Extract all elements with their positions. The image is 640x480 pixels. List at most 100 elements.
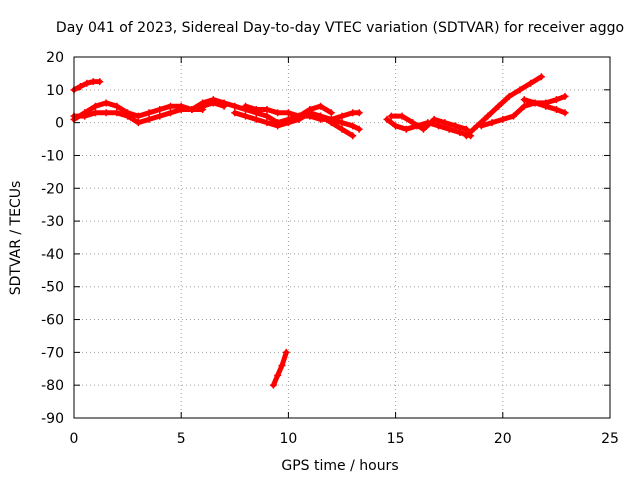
y-tick-label: -60 — [41, 313, 64, 329]
data-point — [462, 125, 470, 133]
data-point — [445, 125, 453, 133]
series-track-7 — [317, 109, 363, 123]
y-tick-label: -20 — [41, 181, 64, 197]
data-point — [349, 132, 357, 140]
data-point — [113, 109, 121, 117]
data-point — [145, 109, 153, 117]
data-point — [317, 112, 325, 120]
x-tick-label: 20 — [494, 431, 512, 447]
data-point — [282, 348, 290, 356]
data-point — [113, 102, 121, 110]
data-point — [145, 115, 153, 123]
series-track-8 — [269, 348, 290, 389]
data-point — [91, 109, 99, 117]
x-tick-label: 25 — [601, 431, 619, 447]
data-point — [242, 102, 250, 110]
series-band — [463, 74, 544, 139]
x-axis-label: GPS time / hours — [281, 458, 398, 474]
y-tick-label: 20 — [46, 50, 64, 66]
data-point — [505, 92, 513, 100]
data-point — [398, 112, 406, 120]
data-point — [349, 109, 357, 117]
series-track-11 — [462, 73, 545, 140]
data-point — [134, 112, 142, 120]
y-tick-label: -40 — [41, 247, 64, 263]
x-axis-ticks: 0 5 10 15 20 25 — [70, 57, 619, 447]
y-tick-label: -90 — [41, 411, 64, 427]
data-point — [484, 112, 492, 120]
data-point — [317, 102, 325, 110]
data-point — [81, 112, 89, 120]
y-tick-label: -10 — [41, 148, 64, 164]
data-point — [306, 112, 314, 120]
y-tick-label: 10 — [46, 83, 64, 99]
data-point — [477, 122, 485, 130]
data-point — [355, 109, 363, 117]
data-point — [124, 112, 132, 120]
data-point — [96, 78, 104, 86]
data-point — [166, 102, 174, 110]
data-point — [188, 106, 196, 114]
data-point — [409, 119, 417, 127]
y-tick-label: 0 — [55, 116, 64, 132]
data-point — [89, 78, 97, 86]
data-point — [552, 96, 560, 104]
series-track-10 — [387, 112, 470, 133]
data-point — [166, 109, 174, 117]
y-tick-label: -30 — [41, 214, 64, 230]
y-axis-ticks: -90 -80 -70 -60 -50 -40 -30 -20 -10 0 10 20 — [41, 50, 610, 427]
y-tick-label: -80 — [41, 378, 64, 394]
data-point — [220, 99, 228, 107]
data-point — [269, 381, 277, 389]
data-point — [209, 96, 217, 104]
data-point — [561, 92, 569, 100]
x-tick-label: 0 — [70, 431, 79, 447]
data-marks — [70, 73, 569, 389]
data-point — [520, 96, 528, 104]
data-point — [510, 112, 518, 120]
data-point — [274, 371, 282, 379]
data-point — [274, 109, 282, 117]
data-point — [338, 125, 346, 133]
y-tick-label: -70 — [41, 345, 64, 361]
data-point — [252, 106, 260, 114]
chart-title: Day 041 of 2023, Sidereal Day-to-day VTE… — [56, 20, 624, 36]
data-point — [349, 122, 357, 130]
data-point — [91, 102, 99, 110]
data-point — [338, 112, 346, 120]
data-point — [355, 125, 363, 133]
series-track-1 — [70, 78, 104, 94]
data-point — [495, 102, 503, 110]
data-point — [527, 79, 535, 87]
data-point — [392, 122, 400, 130]
data-point — [430, 115, 438, 123]
data-point — [488, 119, 496, 127]
data-point — [462, 132, 470, 140]
y-tick-label: -50 — [41, 280, 64, 296]
data-point — [434, 122, 442, 130]
data-point — [231, 109, 239, 117]
x-tick-label: 10 — [279, 431, 297, 447]
data-point — [263, 119, 271, 127]
data-point — [242, 112, 250, 120]
data-point — [402, 125, 410, 133]
data-point — [134, 119, 142, 127]
data-point — [531, 99, 539, 107]
data-point — [561, 109, 569, 117]
series-band — [270, 349, 289, 388]
data-point — [552, 106, 560, 114]
data-point — [156, 106, 164, 114]
data-point — [419, 125, 427, 133]
series-track-6 — [242, 102, 363, 133]
data-point — [327, 109, 335, 117]
plot-frame — [73, 56, 611, 419]
y-axis-label: SDTVAR / TECUs — [8, 181, 24, 296]
data-point — [102, 109, 110, 117]
data-point — [452, 122, 460, 130]
data-point — [231, 102, 239, 110]
data-point — [252, 115, 260, 123]
data-point — [537, 73, 545, 81]
data-point — [516, 86, 524, 94]
data-point — [295, 112, 303, 120]
